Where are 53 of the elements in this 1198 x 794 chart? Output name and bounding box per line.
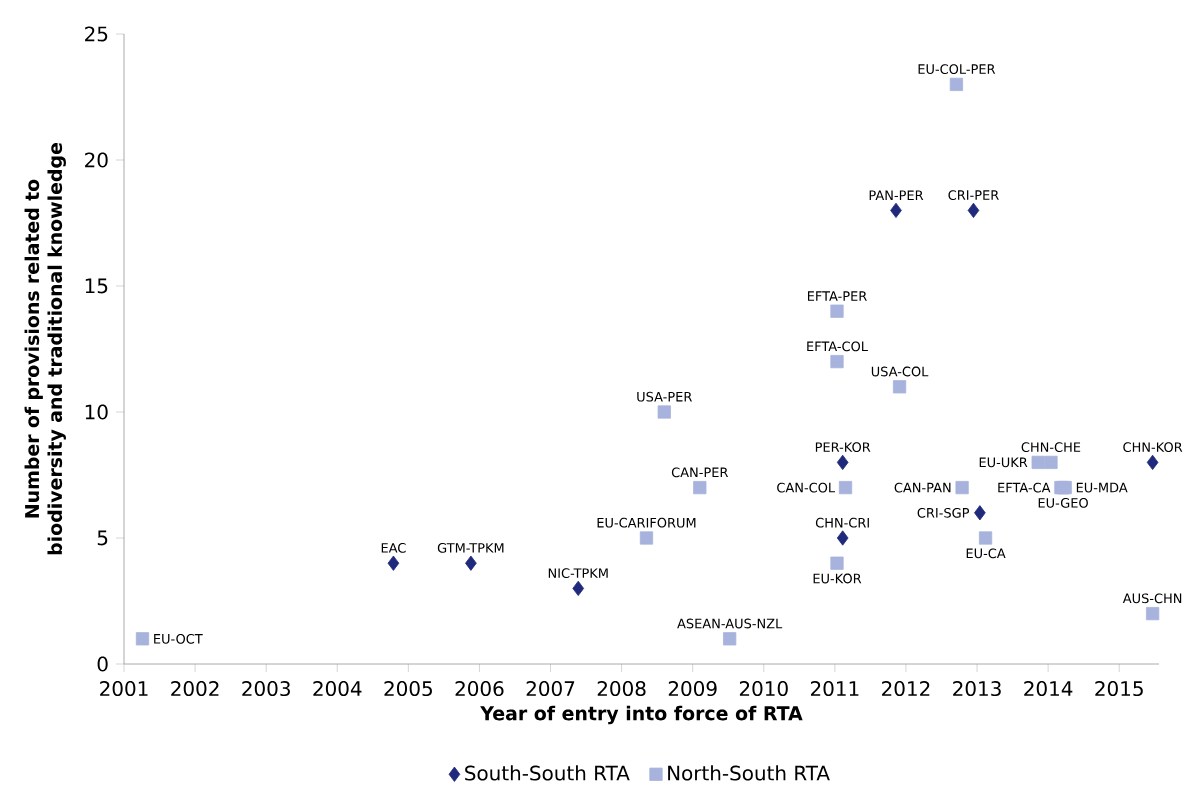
- x-tick-label: 2014: [1024, 681, 1073, 697]
- annotation: USA-PER: [637, 391, 692, 402]
- annotation: PAN-PER: [869, 190, 924, 200]
- annotation: EFTA-COL: [807, 341, 868, 352]
- x-axis-title: Year of entry into force of RTA: [480, 705, 803, 725]
- y-tick-label: 0: [97, 656, 108, 672]
- annotation: EU-GEO: [1038, 498, 1088, 508]
- annotation: CHN-KOR: [1123, 442, 1183, 452]
- y-axis-title: Number of provisions related to biodiversity and traditional knowledge: [24, 142, 66, 555]
- x-tick-label: 2008: [597, 681, 646, 697]
- y-tick-label: 10: [85, 404, 108, 420]
- x-tick-label: 2012: [882, 681, 930, 697]
- annotation: CAN-COL: [777, 482, 836, 493]
- annotation: EU-KOR: [813, 573, 862, 584]
- y-tick-label: 25: [85, 26, 108, 42]
- annotation: GTM-TPKM: [437, 543, 504, 553]
- annotation: NIC-TPKM: [548, 568, 608, 579]
- x-tick-label: 2005: [384, 681, 432, 697]
- x-tick-label: 2001: [100, 681, 148, 697]
- y-tick-label: 15: [85, 278, 108, 294]
- annotation: EU-CARIFORUM: [597, 517, 696, 528]
- x-tick-label: 2004: [313, 681, 362, 697]
- annotation: EFTA-CA: [998, 482, 1051, 493]
- x-tick-label: 2003: [242, 681, 290, 697]
- annotation: EFTA-PER: [808, 291, 867, 301]
- y-tick-label: 20: [85, 152, 108, 168]
- annotation: USA-COL: [871, 366, 929, 377]
- annotation: CHN-CHE: [1021, 442, 1081, 452]
- x-tick-label: 2010: [739, 681, 788, 697]
- x-tick-label: 2006: [455, 681, 504, 697]
- annotation: EU-OCT: [154, 633, 203, 644]
- x-tick-label: 2011: [810, 681, 859, 697]
- x-tick-label: 2002: [171, 681, 219, 697]
- x-tick-label: 2007: [526, 681, 575, 697]
- annotation: CRI-PER: [948, 190, 999, 200]
- annotation: EU-MDA: [1076, 482, 1128, 493]
- annotation: AUS-CHN: [1122, 593, 1182, 604]
- x-tick-label: 2015: [1095, 681, 1143, 697]
- x-tick-label: 2013: [953, 681, 1001, 697]
- annotation: CHN-CRI: [815, 517, 869, 528]
- annotation: EU-UKR: [979, 457, 1028, 468]
- annotation: CAN-PER: [671, 467, 729, 478]
- annotation: CAN-PAN: [894, 482, 951, 493]
- y-tick-label: 5: [97, 530, 108, 546]
- x-tick-label: 2009: [668, 681, 717, 697]
- annotation: ASEAN-AUS-NZL: [677, 618, 783, 629]
- legend-label: North-South RTA: [668, 765, 830, 781]
- annotation: PER-KOR: [815, 442, 871, 452]
- annotation: EU-CA: [966, 548, 1006, 559]
- annotation: CRI-SGP: [917, 507, 970, 518]
- annotation: EU-COL-PER: [918, 64, 996, 74]
- annotation: EAC: [381, 543, 406, 553]
- legend-label: South-South RTA: [465, 765, 630, 781]
